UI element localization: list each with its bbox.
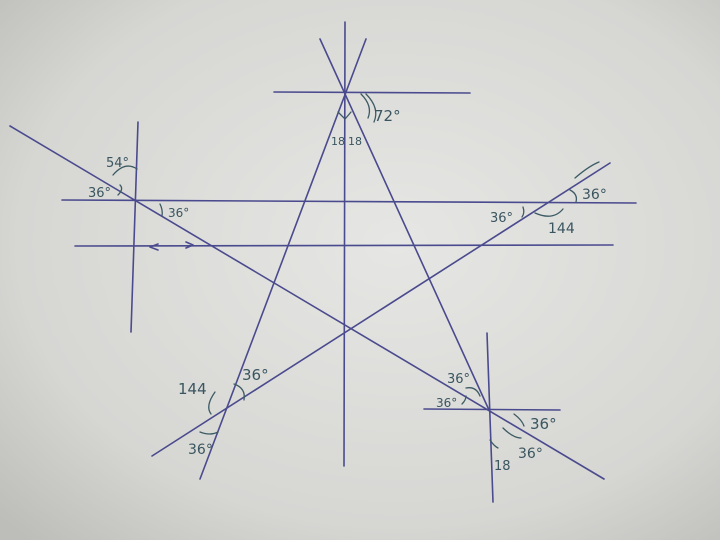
upper-horizontal-line <box>61 199 637 204</box>
lower-horizontal-line <box>74 244 614 247</box>
arc-right-36-inner <box>521 206 525 218</box>
bottom-right-horizontal-line <box>423 408 561 411</box>
label-bottom-left-36-upper: 36° <box>242 366 269 384</box>
label-apex-72: 72° <box>374 107 401 125</box>
arc-right-36-outer <box>569 189 578 203</box>
arc-apex-72-outer <box>365 93 377 123</box>
arc-bottom-left-144 <box>208 391 216 415</box>
arc-left-54 <box>112 165 138 176</box>
label-right-144: 144 <box>548 221 575 237</box>
arrow-mark-right <box>185 241 194 249</box>
arc-bottom-left-36-upper <box>233 383 245 401</box>
arc-bottom-right-36-right <box>513 413 525 427</box>
label-left-54: 54° <box>106 156 129 171</box>
label-apex-half-left: 18 <box>331 135 345 148</box>
label-right-36-outer: 36° <box>582 187 607 203</box>
label-bottom-right-36-below: 36° <box>518 446 543 462</box>
construction-lines <box>9 21 637 503</box>
label-left-36-lower: 36° <box>168 206 189 220</box>
vertical-axis-line <box>343 21 346 467</box>
arc-right-144 <box>534 208 564 217</box>
arc-bottom-right-18 <box>489 439 499 449</box>
arc-bottom-right-36-left <box>461 395 467 405</box>
arc-apex-72 <box>360 93 371 119</box>
star-edge-apex-to-bottom-right <box>319 38 490 411</box>
arc-bottom-left-36-lower <box>199 431 219 435</box>
label-bottom-right-36-left: 36° <box>436 396 457 410</box>
label-bottom-right-36-right: 36° <box>530 415 557 433</box>
label-bottom-left-36-lower: 36° <box>188 442 213 458</box>
arc-apex-right-half <box>344 111 352 120</box>
arc-left-36-lower <box>159 203 163 217</box>
left-vertical-line <box>130 121 139 333</box>
label-right-36-inner: 36° <box>490 211 513 226</box>
label-left-36-outer: 36° <box>88 186 111 201</box>
arc-right-scribble <box>574 161 600 179</box>
arc-bottom-right-36-upper <box>465 387 481 397</box>
right-vertical-line <box>486 332 494 503</box>
angle-labels: 72° 18 18 54° 36° 36° 36° 36° 144 144 36… <box>88 107 607 474</box>
arc-apex-left-half <box>337 111 345 119</box>
arc-bottom-right-36-below <box>502 427 522 439</box>
star-edge-left-to-bottom-right <box>9 125 605 480</box>
angle-arcs <box>112 93 600 449</box>
arrow-mark-left <box>149 243 159 251</box>
label-bottom-left-144: 144 <box>178 380 207 398</box>
label-bottom-right-18: 18 <box>494 459 511 474</box>
label-apex-half-right: 18 <box>348 135 362 148</box>
star-edge-bottom-left-to-right <box>151 162 611 457</box>
apex-horizontal-line <box>273 91 471 94</box>
arc-left-36-outer <box>117 184 123 196</box>
label-bottom-right-36-upper: 36° <box>447 372 470 387</box>
